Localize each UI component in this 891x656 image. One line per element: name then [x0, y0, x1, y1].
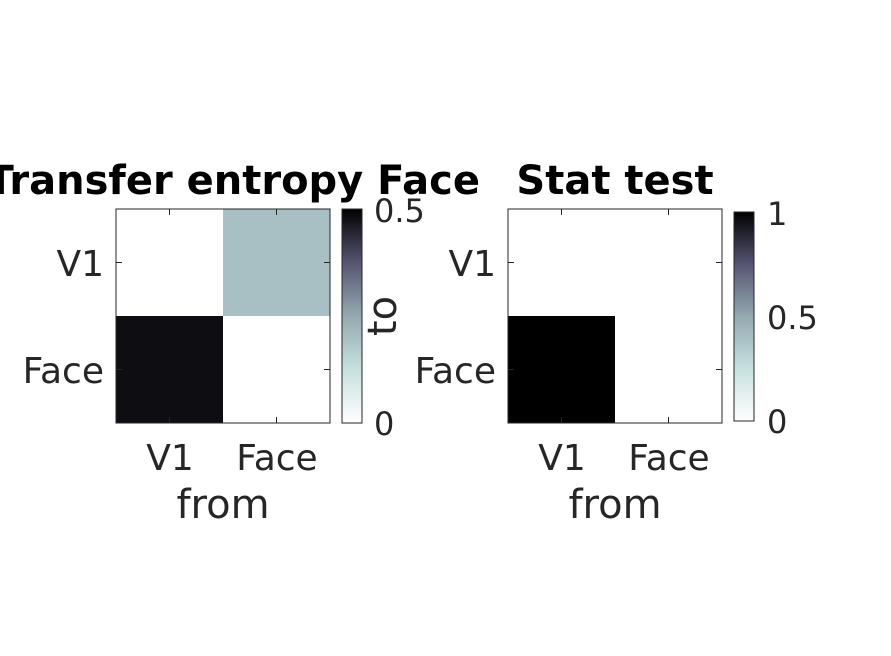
- cells-group-1: [116, 209, 331, 424]
- x-tick-label: Face: [628, 438, 709, 479]
- colorbar-tick-label: 0: [767, 403, 787, 441]
- x-tick-label: V1: [146, 438, 194, 479]
- cells-group-2: [508, 209, 723, 424]
- colorbar-tick-label: 0.5: [767, 299, 818, 337]
- colorbar-2: [733, 211, 755, 422]
- colorbar-tick-label: 0: [374, 405, 394, 443]
- tick-marks-1: [116, 209, 330, 423]
- heatmap-cell: [116, 209, 224, 317]
- heatmap-cell: [615, 316, 723, 424]
- colorbar-tick-label: 0.5: [374, 192, 425, 230]
- colorbar-1: [341, 208, 363, 424]
- heatmap-panel-1: Transfer entropy Face V1 Face V1 Face fr…: [0, 158, 480, 528]
- x-tick-label: Face: [236, 438, 317, 479]
- colorbar-tick-label: 1: [767, 195, 787, 233]
- x-axis-label-1: from: [176, 482, 269, 528]
- y-tick-label: V1: [448, 244, 496, 285]
- y-tick-label: Face: [415, 351, 496, 392]
- heatmap-panel-2: Stat test V1 Face V1 Face from 1 0.5 0: [415, 158, 818, 528]
- heatmap-cell: [615, 209, 723, 317]
- chart-title-1: Transfer entropy Face: [0, 158, 480, 204]
- x-tick-label: V1: [538, 438, 586, 479]
- plot-frame-1: [115, 208, 331, 424]
- x-axis-label-2: from: [568, 482, 661, 528]
- colorbar-label-1: to: [360, 296, 406, 336]
- heatmap-cell: [508, 209, 616, 317]
- chart-title-2: Stat test: [516, 158, 713, 204]
- y-tick-label: V1: [56, 244, 104, 285]
- plot-frame-2: [507, 208, 723, 424]
- heatmap-cell: [508, 316, 616, 424]
- tick-marks-2: [508, 209, 722, 423]
- y-tick-label: Face: [23, 351, 104, 392]
- heatmap-cell: [223, 209, 331, 317]
- heatmap-cell: [116, 316, 224, 424]
- heatmap-cell: [223, 316, 331, 424]
